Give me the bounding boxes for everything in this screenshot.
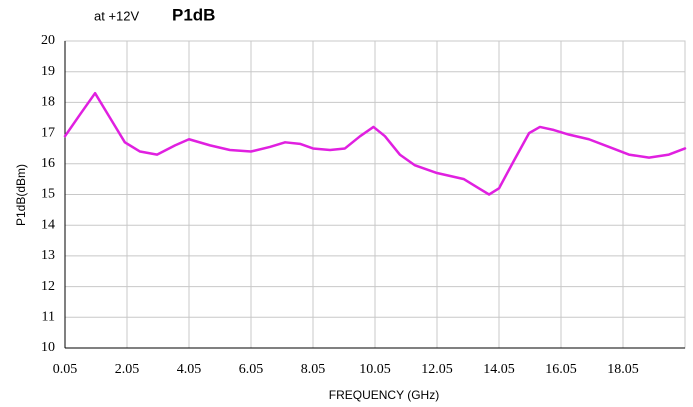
x-tick-label: 18.05	[607, 362, 639, 377]
y-axis-label: P1dB(dBm)	[14, 164, 28, 226]
x-axis-label: FREQUENCY (GHz)	[329, 388, 439, 402]
x-tick-label: 4.05	[177, 362, 202, 377]
x-tick-label: 12.05	[421, 362, 453, 377]
y-tick-label: 12	[41, 279, 55, 294]
x-tick-label: 10.05	[359, 362, 391, 377]
y-tick-label: 18	[41, 95, 55, 110]
y-tick-label: 13	[41, 248, 55, 263]
x-tick-label: 2.05	[115, 362, 140, 377]
x-tick-label: 16.05	[545, 362, 577, 377]
chart-title: P1dB	[172, 5, 215, 24]
x-tick-label: 8.05	[301, 362, 326, 377]
y-tick-label: 15	[41, 187, 55, 202]
x-tick-label: 0.05	[53, 362, 78, 377]
y-tick-label: 14	[41, 217, 55, 232]
data-line	[63, 91, 687, 196]
y-tick-label: 20	[41, 33, 55, 48]
chart-subtitle: at +12V	[94, 8, 140, 23]
y-tick-label: 19	[41, 64, 55, 79]
x-tick-label: 14.05	[483, 362, 515, 377]
y-tick-label: 10	[41, 340, 55, 355]
y-tick-label: 17	[41, 125, 55, 140]
x-tick-label: 6.05	[239, 362, 264, 377]
y-tick-label: 11	[42, 310, 55, 325]
y-tick-label: 16	[41, 156, 55, 171]
